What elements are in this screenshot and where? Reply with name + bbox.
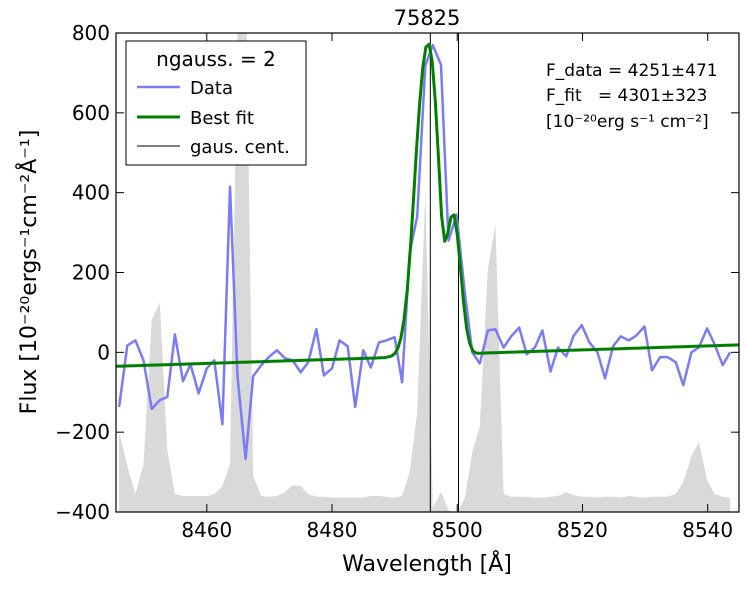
legend-title: ngauss. = 2 bbox=[156, 47, 276, 71]
legend: ngauss. = 2 Data Best fit gaus. cent. bbox=[125, 40, 307, 166]
y-tick-label: 600 bbox=[72, 101, 110, 125]
x-axis: 8460 8480 8500 8520 8540 bbox=[181, 33, 733, 542]
x-tick-label: 8540 bbox=[682, 518, 733, 542]
y-tick-label: 0 bbox=[97, 340, 110, 364]
y-tick-label: 200 bbox=[72, 261, 110, 285]
x-tick-label: 8520 bbox=[557, 518, 608, 542]
x-tick-label: 8480 bbox=[307, 518, 358, 542]
flux-units-annotation: [10⁻²⁰erg s⁻¹ cm⁻²] bbox=[546, 112, 709, 132]
legend-box bbox=[125, 40, 307, 166]
x-tick-label: 8460 bbox=[181, 518, 232, 542]
legend-label-data: Data bbox=[190, 78, 233, 99]
y-tick-label: 400 bbox=[72, 181, 110, 205]
best-fit-line bbox=[116, 42, 739, 368]
y-tick-label: 800 bbox=[72, 21, 110, 45]
data-series-line bbox=[117, 43, 732, 461]
legend-label-centers: gaus. cent. bbox=[190, 137, 290, 158]
legend-label-fit: Best fit bbox=[190, 108, 254, 129]
flux-fit-annotation: F_fit = 4301±323 bbox=[546, 86, 707, 106]
plot-area bbox=[116, 33, 739, 512]
y-tick-label: −200 bbox=[55, 420, 110, 444]
x-axis-title: Wavelength [Å] bbox=[342, 550, 512, 577]
noise-area bbox=[119, 33, 731, 512]
x-tick-label: 8500 bbox=[432, 518, 483, 542]
y-axis: −400 −200 0 200 400 600 800 bbox=[55, 21, 739, 524]
chart-title: 75825 bbox=[394, 6, 461, 30]
y-tick-label: −400 bbox=[55, 500, 110, 524]
y-axis-title: Flux [10⁻²⁰ergs⁻¹cm⁻²Å⁻¹] bbox=[15, 130, 42, 415]
flux-data-annotation: F_data = 4251±471 bbox=[546, 61, 718, 81]
